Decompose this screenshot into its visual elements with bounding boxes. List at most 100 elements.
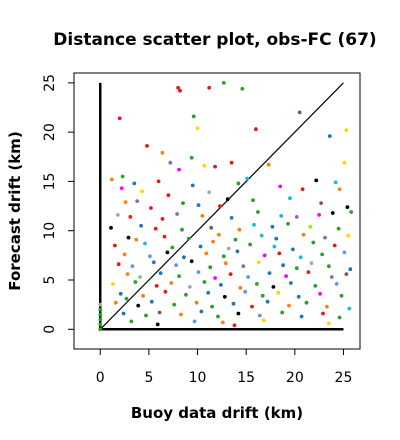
data-point bbox=[98, 317, 103, 322]
data-point bbox=[342, 160, 347, 165]
data-point bbox=[280, 310, 285, 315]
data-point bbox=[189, 155, 194, 160]
data-point bbox=[309, 261, 314, 266]
data-point bbox=[330, 211, 335, 215]
data-point bbox=[344, 128, 349, 133]
data-point bbox=[221, 81, 226, 85]
data-point bbox=[252, 222, 256, 227]
reference-lines bbox=[99, 82, 344, 331]
data-point bbox=[299, 314, 304, 319]
x-tick-label: 25 bbox=[335, 370, 353, 386]
data-point bbox=[266, 162, 271, 167]
x-tick-label: 20 bbox=[286, 370, 304, 386]
data-point bbox=[130, 264, 135, 269]
data-point bbox=[336, 226, 341, 231]
data-point bbox=[300, 187, 305, 192]
data-point bbox=[128, 215, 133, 219]
data-point bbox=[206, 290, 211, 295]
data-point bbox=[257, 313, 262, 318]
data-point bbox=[207, 190, 212, 195]
data-point bbox=[210, 304, 215, 309]
data-point bbox=[129, 319, 134, 324]
data-point bbox=[202, 280, 207, 284]
data-point bbox=[198, 244, 203, 249]
data-point bbox=[278, 184, 283, 189]
data-point bbox=[208, 265, 213, 270]
data-point bbox=[189, 259, 194, 264]
data-point bbox=[279, 214, 284, 218]
data-point bbox=[174, 263, 179, 268]
data-point bbox=[117, 116, 122, 121]
data-point bbox=[119, 186, 124, 191]
data-point bbox=[267, 271, 272, 275]
data-point bbox=[109, 225, 113, 230]
data-point bbox=[272, 244, 277, 249]
data-point bbox=[325, 304, 329, 309]
data-point bbox=[241, 264, 246, 269]
data-point bbox=[229, 160, 234, 165]
data-point bbox=[136, 303, 141, 308]
data-point bbox=[296, 294, 301, 299]
data-point bbox=[115, 213, 120, 217]
data-point bbox=[220, 320, 225, 325]
data-point bbox=[135, 199, 140, 204]
data-point bbox=[168, 160, 173, 165]
data-point bbox=[327, 264, 331, 269]
data-point bbox=[333, 180, 338, 185]
data-point bbox=[298, 255, 303, 260]
data-point bbox=[116, 262, 121, 267]
data-point bbox=[297, 110, 302, 115]
data-point bbox=[157, 310, 162, 315]
ref-line-diagonal bbox=[99, 82, 344, 330]
data-point bbox=[172, 302, 177, 307]
data-point bbox=[240, 86, 245, 91]
data-point bbox=[231, 301, 236, 306]
data-point bbox=[125, 272, 130, 276]
data-point bbox=[308, 224, 313, 229]
data-point bbox=[160, 217, 165, 221]
data-point bbox=[286, 221, 290, 226]
data-point bbox=[329, 275, 334, 279]
data-point bbox=[184, 292, 188, 297]
data-point bbox=[98, 312, 103, 317]
data-point bbox=[332, 243, 337, 248]
data-point bbox=[199, 309, 204, 314]
data-point bbox=[216, 314, 220, 319]
data-point bbox=[121, 311, 126, 316]
data-point bbox=[123, 200, 128, 205]
data-point bbox=[160, 150, 165, 155]
data-point bbox=[196, 203, 201, 208]
data-point bbox=[134, 237, 139, 242]
y-tick-label: 20 bbox=[42, 123, 58, 141]
data-point bbox=[251, 198, 255, 203]
data-point bbox=[110, 177, 114, 182]
data-point bbox=[243, 289, 248, 294]
data-point bbox=[228, 272, 233, 276]
data-point bbox=[111, 282, 115, 286]
data-point bbox=[221, 254, 226, 259]
data-point bbox=[291, 247, 295, 252]
data-point bbox=[211, 239, 216, 244]
y-tick-label: 15 bbox=[42, 173, 58, 191]
data-point bbox=[138, 275, 143, 279]
data-point bbox=[98, 322, 103, 327]
data-point bbox=[179, 312, 183, 317]
data-point bbox=[148, 254, 152, 259]
data-point bbox=[156, 179, 161, 184]
data-point bbox=[237, 227, 242, 232]
data-point bbox=[232, 323, 237, 328]
data-point bbox=[98, 307, 103, 312]
data-point bbox=[204, 251, 209, 256]
data-point bbox=[246, 275, 251, 279]
data-point bbox=[334, 282, 339, 286]
data-point bbox=[195, 126, 200, 131]
data-point bbox=[175, 212, 180, 216]
y-tick-label: 5 bbox=[42, 276, 58, 285]
data-point bbox=[126, 235, 131, 240]
data-point bbox=[262, 253, 267, 258]
data-point bbox=[319, 201, 323, 206]
data-point bbox=[245, 176, 250, 181]
data-point bbox=[165, 250, 170, 255]
data-point bbox=[163, 289, 168, 294]
